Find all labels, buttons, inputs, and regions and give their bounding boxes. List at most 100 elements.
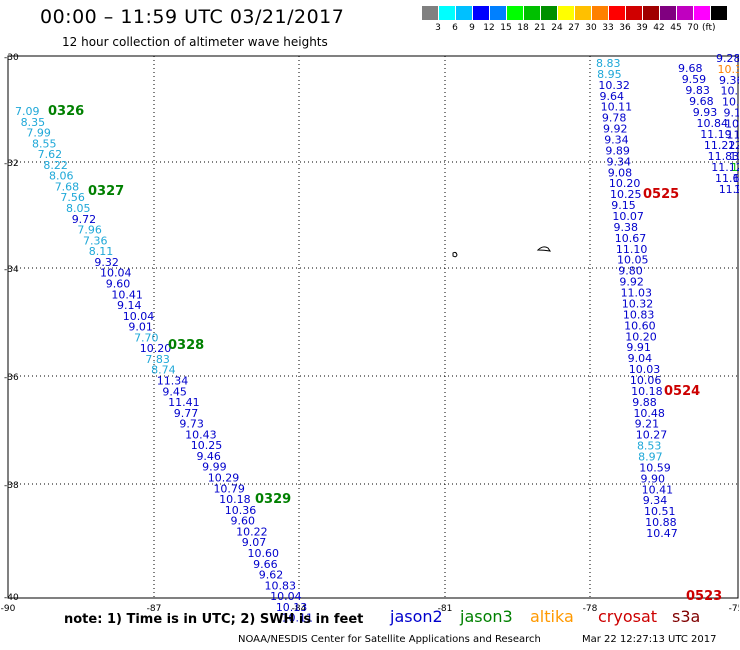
wave-height-value: 11.03 — [621, 287, 653, 300]
wave-height-value: 9.66 — [253, 558, 278, 571]
pass-time-label: 0524 — [664, 384, 700, 399]
scale-label: 45 — [670, 23, 682, 33]
wave-height-value: 10.20 — [140, 342, 172, 355]
footer-note: note: 1) Time is in UTC; 2) SWH is in fe… — [64, 612, 364, 627]
wave-height-value: 9.99 — [202, 461, 227, 474]
scale-label: 9 — [469, 23, 475, 33]
pass-time-label: 0525 — [643, 187, 679, 202]
wave-height-value: 9.64 — [600, 90, 625, 103]
scale-swatch — [524, 6, 540, 20]
wave-height-value: 9.89 — [605, 144, 630, 157]
wave-height-value: 10.41 — [111, 288, 143, 301]
wave-height-value: 8.05 — [66, 202, 91, 215]
lat-label: -40 — [4, 593, 19, 603]
wave-height-value: 10.29 — [208, 472, 240, 485]
wave-height-value: 9.90 — [640, 472, 665, 485]
island-outline — [536, 246, 552, 252]
wave-height-value: 9.72 — [72, 213, 97, 226]
scale-swatch — [626, 6, 642, 20]
scale-label: 42 — [653, 23, 665, 33]
wave-height-value: 10.11 — [281, 612, 313, 625]
wave-height-value: 11.22 — [704, 139, 736, 152]
wave-height-value: 9.73 — [179, 418, 204, 431]
wave-height-value: 10.22 — [236, 525, 268, 538]
wave-height-value: 10.32 — [622, 297, 654, 310]
wave-height-value: 9.68 — [689, 95, 714, 108]
scale-swatch — [456, 6, 472, 20]
lon-label: -84 — [292, 604, 307, 614]
scale-swatch — [694, 6, 710, 20]
wave-height-value: 9.1 — [724, 107, 740, 120]
wave-height-value: 8.97 — [638, 450, 663, 463]
wave-height-value: 8.53 — [637, 440, 662, 453]
wave-height-value: 13 — [731, 161, 740, 174]
wave-height-value: 8.83 — [596, 57, 621, 70]
lat-label: -30 — [4, 53, 19, 63]
lat-label: -32 — [4, 159, 19, 169]
scale-swatch — [558, 6, 574, 20]
wave-height-value: 10.04 — [270, 590, 302, 603]
wave-height-value: 8.35 — [21, 116, 45, 129]
wave-height-value: 10.03 — [629, 363, 661, 376]
wave-height-value: 9.15 — [611, 199, 636, 212]
wave-height-value: 9.14 — [117, 299, 142, 312]
wave-height-value: 7.70 — [134, 331, 159, 344]
wave-height-value: 7.99 — [26, 127, 51, 140]
wave-height-value: 10.51 — [644, 505, 676, 518]
scale-label: 3 — [435, 23, 441, 33]
wave-height-value: 9.21 — [635, 418, 660, 431]
scale-label: 18 — [517, 23, 529, 33]
scale-swatch — [643, 6, 659, 20]
wave-height-value: 8.95 — [597, 68, 622, 81]
wave-height-value: 9.08 — [608, 166, 633, 179]
wave-height-value: 10.83 — [264, 579, 296, 592]
wave-height-value: 9.68 — [678, 62, 703, 75]
wave-height-value: 10.04 — [100, 267, 132, 280]
pass-time-label: 0523 — [686, 589, 722, 604]
lat-label: -36 — [4, 373, 19, 383]
scale-swatch — [541, 6, 557, 20]
wave-height-value: 9.28 — [716, 52, 740, 65]
wave-height-value: 7.09 — [15, 105, 40, 118]
lat-label: -38 — [4, 481, 19, 491]
scale-label: 39 — [636, 23, 648, 33]
scale-label: 24 — [551, 23, 563, 33]
scale-swatch — [592, 6, 608, 20]
scale-swatch — [439, 6, 455, 20]
wave-height-value: 11.62 — [715, 172, 740, 185]
wave-height-value: 9.92 — [603, 123, 628, 136]
wave-height-value: 9.07 — [242, 536, 266, 549]
wave-height-value: 8.11 — [89, 245, 114, 258]
wave-height-value: 10.25 — [610, 188, 642, 201]
lon-label: -90 — [1, 604, 16, 614]
wave-height-value: 8.22 — [43, 159, 68, 172]
scale-label: 30 — [585, 23, 597, 33]
wave-height-value: 10.32 — [598, 79, 630, 92]
scale-swatch — [575, 6, 591, 20]
lon-label: -81 — [438, 604, 453, 614]
scale-swatch — [507, 6, 523, 20]
wave-height-value: 9.83 — [685, 84, 710, 97]
wave-height-value: 11.83 — [708, 150, 740, 163]
wave-height-value: 7.36 — [83, 234, 108, 247]
wave-height-value: 7.83 — [145, 353, 170, 366]
wave-height-value: 7.62 — [38, 148, 63, 161]
scale-swatch — [677, 6, 693, 20]
wave-height-value: 10.79 — [213, 482, 245, 495]
wave-height-value: 9.60 — [106, 277, 131, 290]
scale-label: 33 — [602, 23, 614, 33]
map-title: 00:00 – 11:59 UTC 03/21/2017 — [40, 6, 345, 28]
wave-height-value: 10.60 — [624, 319, 656, 332]
wave-height-value: 9.34 — [604, 134, 629, 147]
wave-height-value: 9.45 — [162, 385, 187, 398]
legend-item-jason3: jason3 — [460, 607, 513, 626]
wave-height-value: 10.18 — [631, 385, 663, 398]
pass-time-label: 0329 — [255, 492, 291, 507]
wave-height-value: 10.27 — [636, 429, 668, 442]
wave-height-value: 9.60 — [230, 515, 255, 528]
scale-label: 27 — [568, 23, 580, 33]
scale-label: 21 — [534, 23, 546, 33]
legend-item-jason2: jason2 — [390, 607, 443, 626]
scale-label: 6 — [452, 23, 458, 33]
wave-height-value: 10.47 — [646, 527, 678, 540]
